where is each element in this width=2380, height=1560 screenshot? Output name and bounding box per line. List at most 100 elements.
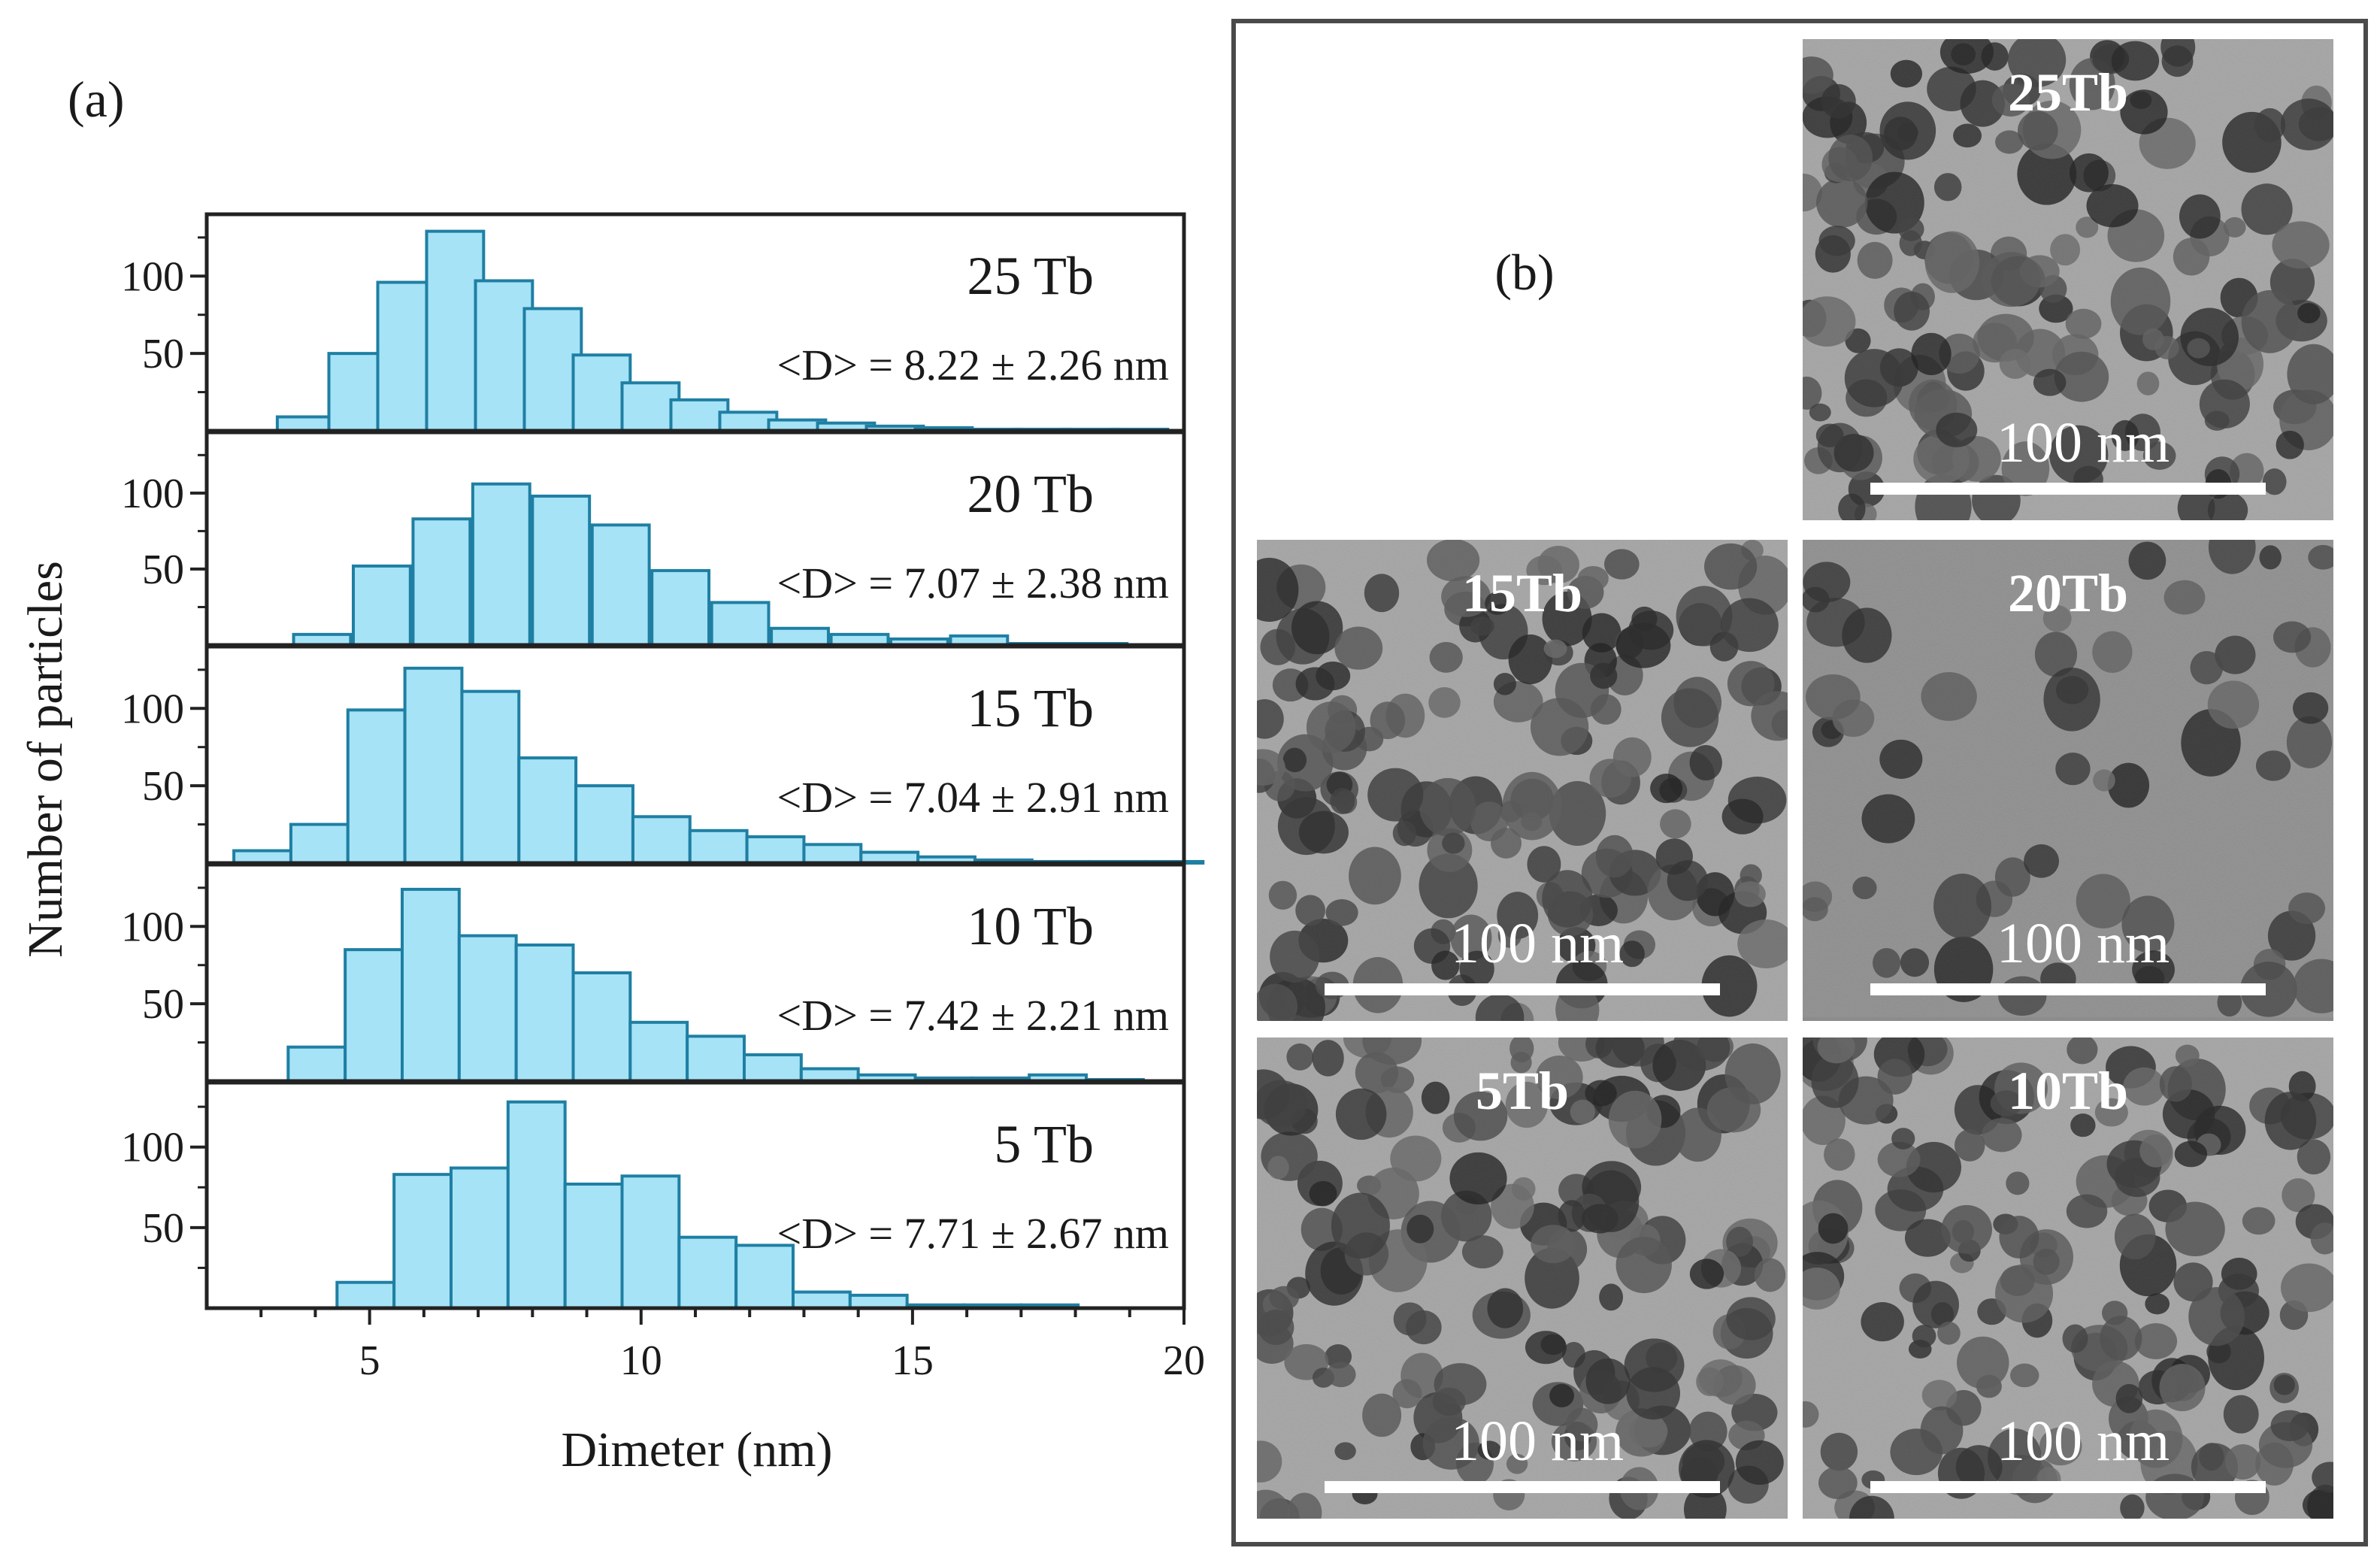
histogram-bar: [770, 626, 830, 647]
nanoparticle: [1565, 1407, 1598, 1442]
nanoparticle: [1362, 1037, 1422, 1065]
nanoparticle: [1612, 737, 1652, 777]
histogram-bar: [631, 815, 692, 865]
nanoparticle: [1331, 1192, 1390, 1259]
nanoparticle: [2286, 716, 2333, 768]
nanoparticle: [1955, 1445, 2003, 1489]
tem-sample-label: 25Tb: [2008, 62, 2128, 123]
y-tick-label: 50: [142, 1205, 184, 1252]
histogram-bar: [620, 1174, 681, 1310]
y-tick-label: 50: [142, 331, 184, 377]
nanoparticle: [1453, 1091, 1508, 1141]
scale-bar-label: 100 nm: [1997, 912, 2170, 975]
nanoparticle: [2308, 544, 2333, 570]
nanoparticle: [1933, 874, 1991, 939]
nanoparticle: [1921, 1380, 1958, 1411]
y-tick-label: 100: [121, 904, 184, 950]
nanoparticle: [1330, 788, 1355, 814]
histogram-bar: [628, 1020, 689, 1083]
nanoparticle: [1672, 1037, 1730, 1071]
nanoparticle: [2086, 184, 2139, 228]
scale-bar: [1325, 983, 1720, 995]
nanoparticle: [2190, 650, 2224, 685]
nanoparticle: [1921, 672, 1977, 721]
histogram-bar: [574, 784, 634, 865]
nanoparticle: [2259, 545, 2282, 570]
histogram-bar: [563, 1183, 624, 1310]
nanoparticle: [2223, 217, 2246, 238]
nanoparticle: [1380, 1066, 1415, 1094]
nanoparticle: [1954, 1129, 1985, 1162]
nanoparticle: [1803, 1095, 1846, 1146]
y-tick-label: 50: [142, 547, 184, 593]
nanoparticle: [2273, 1374, 2295, 1395]
nanoparticle: [1615, 1237, 1672, 1294]
nanoparticle: [1701, 955, 1758, 1017]
nanoparticle: [1334, 1442, 1356, 1461]
nanoparticle: [1999, 1216, 2039, 1259]
nanoparticle: [2114, 1213, 2156, 1260]
nanoparticle: [1419, 777, 1476, 837]
nanoparticle: [2188, 1287, 2245, 1346]
nanoparticle: [1428, 686, 1461, 718]
nanoparticle: [1407, 1214, 1434, 1243]
nanoparticle: [1535, 1056, 1583, 1099]
histogram-bar: [514, 943, 575, 1083]
nanoparticle: [1982, 1118, 2022, 1153]
y-axis-title: Number of particles: [18, 561, 73, 958]
nanoparticle: [1431, 950, 1460, 980]
nanoparticle: [1861, 794, 1915, 844]
mean-diameter-label: <D> = 7.71 ± 2.67 nm: [777, 1209, 1169, 1258]
nanoparticle: [2017, 111, 2058, 151]
nanoparticle: [1390, 1135, 1442, 1182]
nanoparticle: [2139, 1134, 2173, 1168]
nanoparticle: [2180, 307, 2239, 367]
nanoparticle: [1367, 768, 1424, 822]
histogram-10tb: 50 100 10 Tb <D> = 7.42 ± 2.21 nm: [121, 862, 1186, 1083]
y-tick-label: 100: [121, 686, 184, 732]
histogram-bar: [710, 601, 771, 647]
nanoparticle: [1257, 749, 1285, 786]
histogram-bar: [650, 568, 711, 647]
nanoparticle: [2199, 379, 2250, 429]
nanoparticle: [2224, 1444, 2261, 1480]
nanoparticle: [1267, 1156, 1289, 1180]
nanoparticle: [2100, 1316, 2142, 1361]
nanoparticle: [1877, 1141, 1921, 1177]
nanoparticle: [1911, 332, 1952, 375]
nanoparticle: [1803, 586, 1830, 613]
nanoparticle: [2054, 351, 2109, 402]
x-axis-title: Dimeter (nm): [561, 1422, 832, 1477]
nanoparticle: [2282, 1178, 2315, 1213]
nanoparticle: [1270, 930, 1320, 983]
nanoparticle: [1828, 135, 1873, 182]
nanoparticle: [2162, 1089, 2215, 1139]
nanoparticle: [1803, 1268, 1840, 1310]
nanoparticle: [1581, 1204, 1618, 1234]
histogram-bar: [471, 482, 531, 647]
nanoparticle: [2242, 1207, 2276, 1235]
nanoparticle: [2287, 344, 2333, 404]
histogram-bar: [403, 666, 464, 865]
nanoparticle: [2187, 338, 2210, 359]
nanoparticle: [2001, 441, 2050, 496]
nanoparticle: [2177, 486, 2215, 520]
nanoparticle: [1626, 1367, 1681, 1420]
histogram-bar: [335, 1280, 396, 1310]
x-tick-label: 15: [892, 1337, 934, 1384]
nanoparticle: [1873, 947, 1901, 978]
nanoparticle: [1257, 698, 1284, 739]
nanoparticle: [2159, 1066, 2193, 1102]
nanoparticle: [2132, 950, 2175, 989]
nanoparticle: [1257, 983, 1298, 1021]
histogram-bar: [745, 835, 806, 865]
nanoparticle: [2043, 667, 2100, 732]
nanoparticle: [2241, 289, 2299, 353]
histogram-bar: [848, 1293, 909, 1310]
nanoparticle: [1912, 1280, 1959, 1328]
nanoparticle: [2215, 635, 2256, 674]
nanoparticle: [1849, 1495, 1894, 1519]
nanoparticle: [2065, 308, 2102, 339]
x-tick-label: 20: [1163, 1337, 1205, 1384]
histogram-bar: [392, 1173, 453, 1310]
